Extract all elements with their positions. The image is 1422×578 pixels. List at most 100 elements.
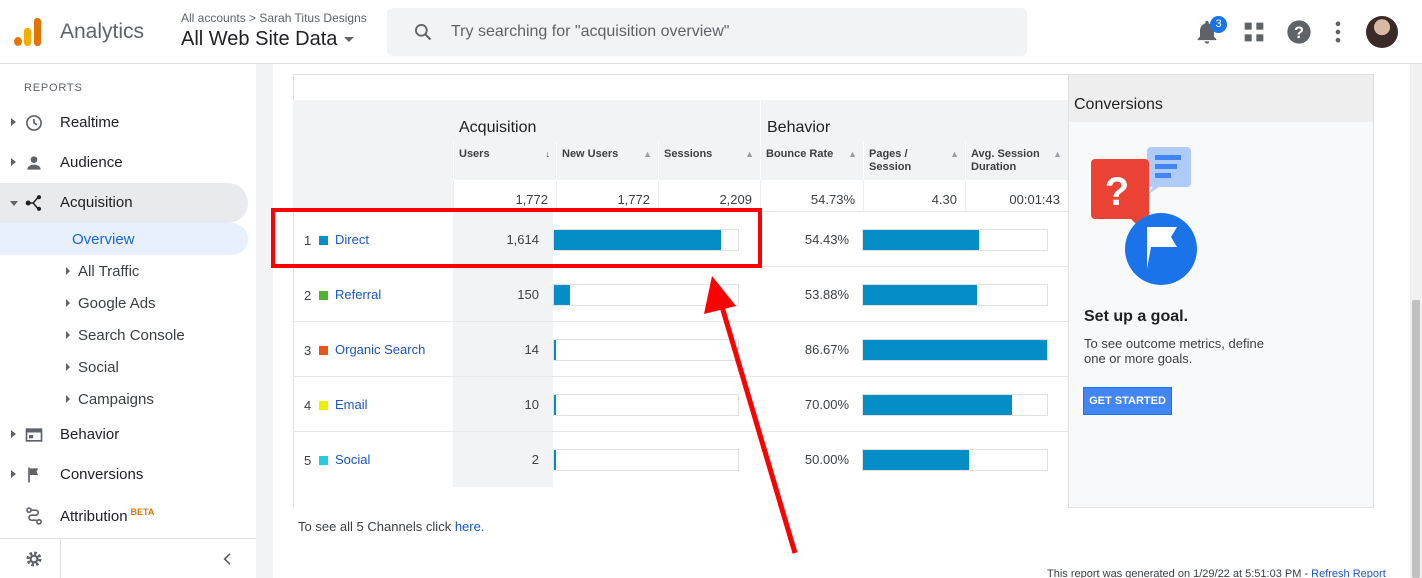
sort-icon: ▲︎ <box>848 149 857 159</box>
sidebar-subitem-label: Google Ads <box>78 295 156 312</box>
sidebar-subitem-social[interactable]: Social <box>0 351 248 383</box>
gutter <box>256 64 273 578</box>
sidebar-subitem-label: Campaigns <box>78 391 154 408</box>
users-value: 1,614 <box>506 232 539 247</box>
more-vert-icon[interactable] <box>1324 18 1352 46</box>
table-row: 2 Referral 150 53.88% <box>293 266 1068 322</box>
sort-icon: ▲︎ <box>1053 149 1062 159</box>
acquisition-icon <box>25 195 42 211</box>
help-icon[interactable]: ? <box>1285 18 1313 46</box>
sidebar-subitem-campaigns[interactable]: Campaigns <box>0 383 248 415</box>
total-new-users: 1,772 <box>556 180 658 211</box>
bounce-rate-bar-fill <box>863 395 1012 415</box>
bounce-rate-bar <box>862 284 1048 306</box>
column-header-pages-session[interactable]: Pages / Session ▲︎ <box>863 142 965 180</box>
users-cell: 150 <box>453 267 553 322</box>
sidebar-item-label: Realtime <box>60 114 120 131</box>
avatar[interactable] <box>1366 16 1398 48</box>
search-icon <box>415 24 432 41</box>
sidebar-item-realtime[interactable]: Realtime <box>0 103 248 143</box>
conversions-panel: Conversions ? Set up a goal. To see outc… <box>1068 74 1374 508</box>
row-index: 2 <box>304 288 312 303</box>
channel-link[interactable]: Social <box>335 452 371 467</box>
users-cell: 14 <box>453 322 553 377</box>
sidebar-subitem-overview[interactable]: Overview <box>0 223 248 255</box>
channel-link[interactable]: Organic Search <box>335 342 426 357</box>
bounce-rate-value: 53.88% <box>804 287 849 302</box>
see-all-link[interactable]: here. <box>454 519 485 534</box>
sidebar-subitem-label: Search Console <box>78 327 185 344</box>
behavior-icon <box>25 428 43 442</box>
refresh-report-link[interactable]: Refresh Report <box>1311 568 1386 578</box>
sidebar-item-acquisition[interactable]: Acquisition <box>0 183 248 223</box>
chevron-left-icon[interactable] <box>220 551 236 567</box>
column-header-users[interactable]: Users ↓ <box>453 142 556 180</box>
sidebar-item-label: Behavior <box>60 426 120 443</box>
search-bar[interactable]: Try searching for "acquisition overview" <box>387 8 1027 56</box>
column-header-sessions[interactable]: Sessions ▲︎ <box>658 142 760 180</box>
sidebar-item-label: Attribution BETA <box>60 507 155 525</box>
bounce-rate-bar-fill <box>863 285 977 305</box>
sidebar-item-audience[interactable]: Audience <box>0 143 248 183</box>
bounce-rate-bar-fill <box>863 340 1047 360</box>
sidebar-subitem-all-traffic[interactable]: All Traffic <box>0 255 248 287</box>
users-value: 10 <box>524 397 539 412</box>
highlight-box <box>271 208 762 268</box>
table-row: 5 Social 2 50.00% <box>293 431 1068 487</box>
get-started-button[interactable]: GET STARTED <box>1083 387 1172 415</box>
users-bar <box>553 449 739 471</box>
account-breadcrumb[interactable]: All accounts > Sarah Titus Designs <box>181 11 367 25</box>
sidebar-item-behavior[interactable]: Behavior <box>0 415 248 455</box>
reports-section-label: REPORTS <box>24 82 83 94</box>
scrollbar[interactable] <box>1410 64 1422 578</box>
top-bar: Analytics All accounts > Sarah Titus Des… <box>0 0 1422 64</box>
users-value: 150 <box>517 287 539 302</box>
bounce-rate-bar <box>862 229 1048 251</box>
users-bar-fill <box>554 285 570 305</box>
analytics-logo-icon[interactable] <box>14 18 42 46</box>
channel-link[interactable]: Direct <box>335 232 369 247</box>
expand-arrow-icon <box>66 299 70 307</box>
table-row: 3 Organic Search 14 86.67% <box>293 321 1068 377</box>
caret-down-icon <box>344 37 355 43</box>
total-users: 1,772 <box>453 180 556 211</box>
bounce-rate-bar <box>862 449 1048 471</box>
bounce-rate-value: 70.00% <box>804 397 849 412</box>
users-cell: 10 <box>453 377 553 432</box>
sidebar-subitem-search-console[interactable]: Search Console <box>0 319 248 351</box>
expand-arrow-icon <box>66 267 70 275</box>
sidebar-item-label: Conversions <box>60 466 144 483</box>
total-avg-session-duration: 00:01:43 <box>965 180 1068 211</box>
expand-arrow-icon <box>66 395 70 403</box>
apps-grid-icon[interactable] <box>1240 18 1268 46</box>
gear-icon[interactable] <box>24 549 44 569</box>
users-bar-fill <box>554 395 556 415</box>
property-selector[interactable]: All Web Site Data <box>181 28 355 51</box>
users-bar <box>553 339 739 361</box>
table-row: 1 Direct 1,614 54.43% <box>293 211 1068 267</box>
sidebar: REPORTS Realtime Audience Acquisition Ov… <box>0 64 256 578</box>
property-name: All Web Site Data <box>181 28 338 50</box>
sort-desc-icon: ↓ <box>545 149 551 159</box>
column-header-avg-session-duration[interactable]: Avg. Session Duration ▲︎ <box>965 142 1068 180</box>
main-content: Acquisition Behavior Users ↓ New Users ▲︎ … <box>273 64 1410 578</box>
users-bar-fill <box>554 230 721 250</box>
sort-icon: ▲︎ <box>745 149 754 159</box>
channel-link[interactable]: Referral <box>335 287 382 302</box>
bounce-rate-bar <box>862 339 1048 361</box>
svg-text:?: ? <box>1294 24 1304 42</box>
table-row: 4 Email 10 70.00% <box>293 376 1068 432</box>
channel-link[interactable]: Email <box>335 397 368 412</box>
beta-badge: BETA <box>130 507 155 517</box>
sidebar-subitem-google-ads[interactable]: Google Ads <box>0 287 248 319</box>
attribution-icon <box>26 507 42 525</box>
column-header-new-users[interactable]: New Users ▲︎ <box>556 142 658 180</box>
expand-arrow-icon <box>11 470 16 478</box>
sidebar-item-label: Acquisition <box>60 194 133 211</box>
users-bar <box>553 229 739 251</box>
sidebar-item-attribution[interactable]: Attribution BETA <box>0 496 248 536</box>
users-bar <box>553 394 739 416</box>
column-header-bounce-rate[interactable]: Bounce Rate ▲︎ <box>760 142 863 180</box>
sidebar-item-conversions[interactable]: Conversions <box>0 455 248 495</box>
users-bar <box>553 284 739 306</box>
